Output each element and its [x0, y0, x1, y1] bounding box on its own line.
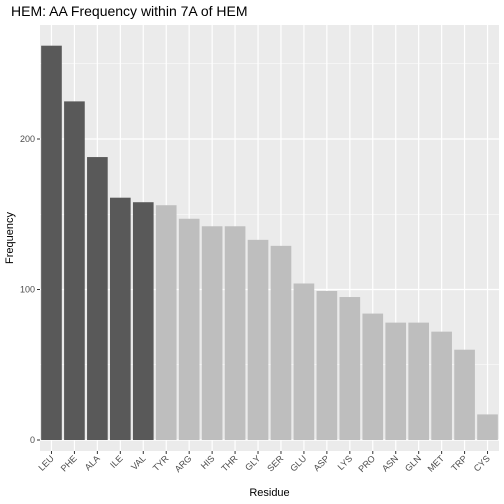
y-tick-label: 100	[20, 285, 35, 295]
x-tick-label: THR	[219, 453, 240, 474]
bar-leu	[41, 45, 62, 440]
bar-pro	[362, 313, 384, 440]
bar-arg	[178, 218, 200, 440]
x-axis: LEU PHE ALA ILE VAL TYR ARG HIS THR GLY SER GLU ASP L…	[36, 451, 492, 474]
bar-gly	[247, 239, 269, 440]
bar-gln	[408, 322, 430, 440]
bar-trp	[454, 349, 475, 440]
bars	[41, 45, 498, 440]
x-axis-title: Residue	[249, 487, 289, 499]
bar-glu	[293, 283, 315, 440]
x-tick-label: GLU	[288, 453, 308, 473]
x-tick-label: TYR	[151, 453, 171, 473]
bar-thr	[224, 226, 246, 440]
y-axis-title: Frequency	[4, 212, 16, 264]
x-tick-label: PRO	[356, 453, 377, 474]
x-tick-label: ASP	[311, 453, 331, 473]
y-tick-label: 200	[20, 134, 35, 144]
x-tick-label: PHE	[59, 453, 79, 473]
bar-ala	[87, 157, 108, 440]
bar-asp	[316, 291, 338, 440]
bar-phe	[64, 101, 85, 440]
x-tick-label: CYS	[472, 453, 492, 473]
x-tick-label: GLY	[243, 453, 262, 472]
bar-met	[431, 331, 452, 440]
bar-his	[201, 226, 223, 440]
x-tick-label: VAL	[129, 453, 148, 472]
x-tick-label: LEU	[36, 453, 55, 472]
bar-val	[132, 202, 154, 440]
x-tick-label: MET	[426, 453, 447, 474]
bar-lys	[339, 297, 361, 440]
x-tick-label: LYS	[336, 453, 355, 472]
bar-tyr	[155, 205, 177, 440]
plot-panel	[40, 25, 499, 451]
x-tick-label: SER	[265, 453, 286, 474]
chart-title: HEM: AA Frequency within 7A of HEM	[11, 3, 248, 19]
x-tick-label: ARG	[173, 453, 194, 474]
x-tick-label: GLN	[403, 453, 423, 473]
bar-ser	[270, 245, 292, 440]
bar-asn	[385, 322, 407, 440]
x-tick-label: ASN	[380, 453, 400, 473]
x-tick-label: TRP	[449, 453, 469, 473]
bar-cys	[477, 414, 498, 440]
x-tick-label: ALA	[83, 453, 102, 472]
y-tick-label: 0	[30, 435, 35, 445]
x-tick-label: HIS	[199, 453, 217, 471]
bar-ile	[109, 197, 131, 440]
y-axis: 0 100 200	[20, 134, 40, 445]
x-tick-label: ILE	[108, 453, 125, 470]
